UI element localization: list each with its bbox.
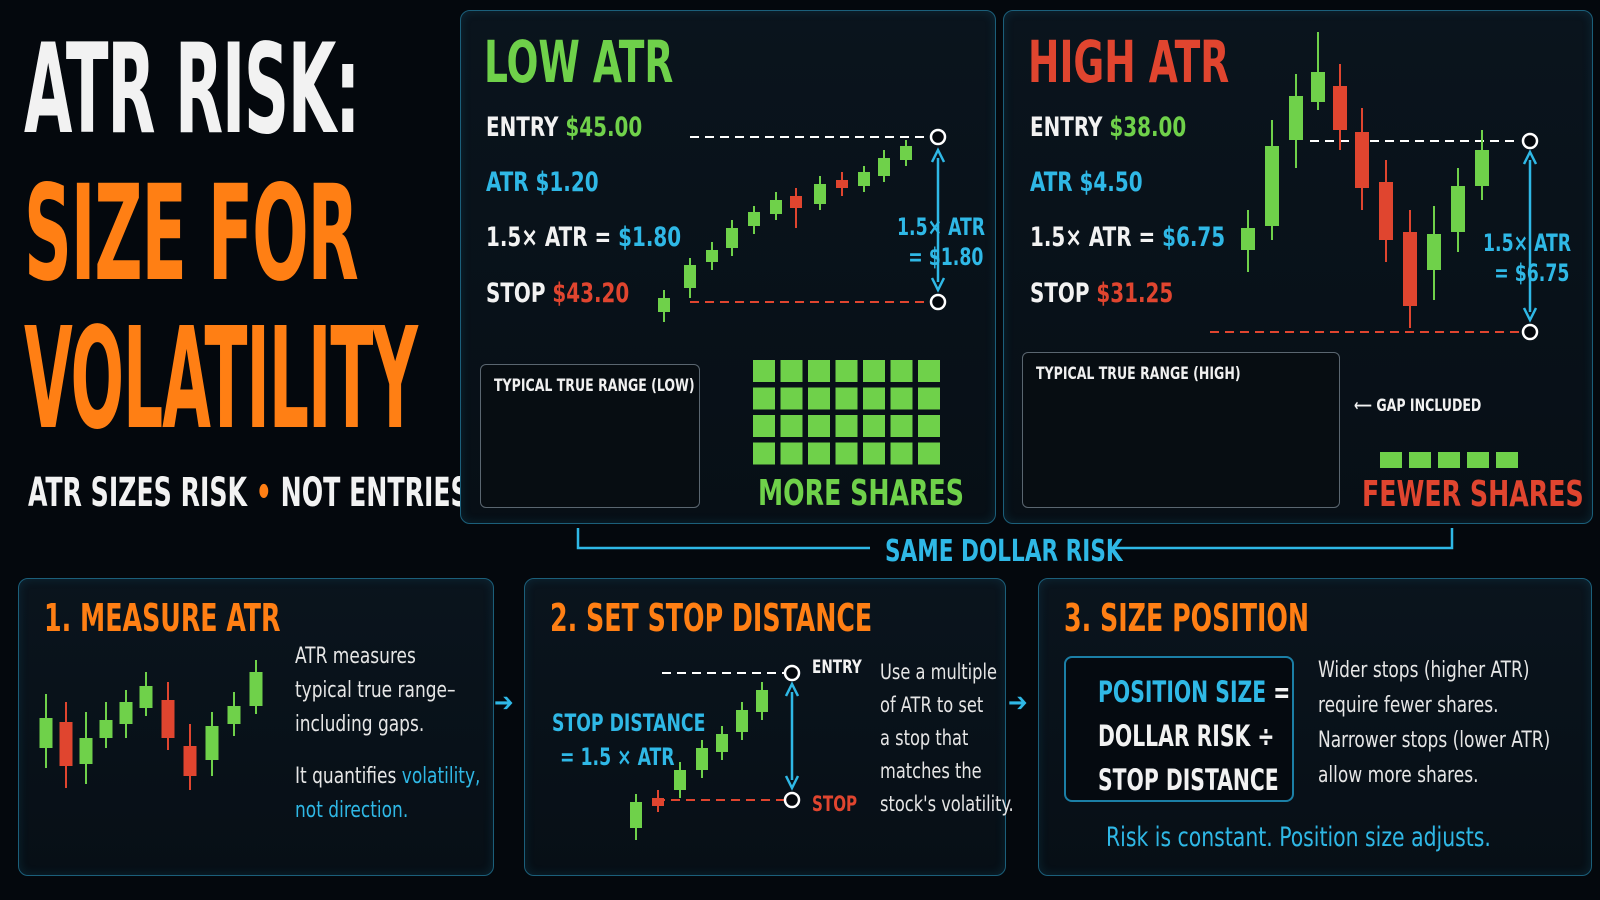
high-stop-value: $31.25 (1096, 278, 1174, 309)
fewer-shares-label: FEWER SHARES (1362, 474, 1584, 515)
title-line3: VOLATILITY (24, 298, 418, 461)
step1-panel (18, 578, 494, 876)
tagline-left: ATR SIZES RISK (28, 470, 248, 516)
high-atr-heading: HIGH ATR (1028, 28, 1230, 96)
gap-included-label: ⟵ GAP INCLUDED (1354, 396, 1482, 416)
low-stop-line: STOP $43.20 (486, 278, 630, 309)
low-stop-value: $43.20 (552, 278, 630, 309)
title-line1: ATR RISK: (24, 18, 360, 162)
high-atr-annotation: 1.5× ATR = $6.75 (1483, 229, 1572, 287)
high-entry-value: $38.00 (1109, 112, 1187, 143)
high-atr-line: ATR $4.50 (1030, 167, 1143, 198)
tagline-dot: • (255, 470, 272, 516)
high-stop-line: STOP $31.25 (1030, 278, 1174, 309)
formula-text: POSITION SIZE = DOLLAR RISK ÷ STOP DISTA… (1098, 675, 1291, 797)
step3-footer: Risk is constant. Position size adjusts. (1106, 822, 1491, 853)
high-range-box (1022, 352, 1340, 508)
step2-panel (524, 578, 1006, 876)
step2-entry-tag: ENTRY (812, 656, 862, 678)
high-mult-value: $6.75 (1162, 222, 1226, 253)
tagline-right: NOT ENTRIES (280, 470, 469, 516)
step2-stop-tag: STOP (812, 792, 858, 816)
gap-arrow-icon: ⟵ (1354, 396, 1377, 416)
low-range-box-title: TYPICAL TRUE RANGE (LOW) (494, 376, 695, 396)
high-atr-value: $4.50 (1079, 167, 1143, 198)
low-entry-label: ENTRY $45.00 (486, 112, 643, 143)
low-entry-value: $45.00 (565, 112, 643, 143)
tagline: ATR SIZES RISK • NOT ENTRIES (28, 470, 469, 516)
same-dollar-risk-label: SAME DOLLAR RISK (885, 534, 1123, 569)
high-range-box-title: TYPICAL TRUE RANGE (HIGH) (1036, 364, 1241, 384)
low-mult-value: $1.80 (618, 222, 682, 253)
step2-to-step3-arrow: ➔ (1008, 688, 1028, 718)
high-entry-label: ENTRY $38.00 (1030, 112, 1187, 143)
volatility-highlight: volatility, (401, 764, 481, 789)
low-atr-annotation: 1.5× ATR = $1.80 (897, 213, 986, 271)
step3-text: Wider stops (higher ATR) require fewer s… (1318, 658, 1551, 788)
step1-heading: 1. MEASURE ATR (44, 596, 281, 640)
step3-heading: 3. SIZE POSITION (1064, 596, 1310, 640)
step1-text: ATR measures typical true range– includi… (295, 640, 480, 828)
step1-to-step2-arrow: ➔ (494, 688, 514, 718)
more-shares-label: MORE SHARES (758, 473, 964, 514)
formula-box (1064, 656, 1294, 802)
low-atr-value: $1.20 (535, 167, 599, 198)
low-atr-line: ATR $1.20 (486, 167, 599, 198)
low-atr-heading: LOW ATR (484, 28, 674, 96)
low-range-box (480, 364, 700, 508)
low-mult-line: 1.5× ATR = $1.80 (486, 222, 682, 253)
not-direction-highlight: not direction. (295, 798, 409, 823)
step2-heading: 2. SET STOP DISTANCE (550, 596, 873, 640)
stop-distance-label: STOP DISTANCE = 1.5 × ATR (552, 709, 706, 771)
step2-text: Use a multiple of ATR to set a stop that… (880, 660, 1014, 816)
high-mult-line: 1.5× ATR = $6.75 (1030, 222, 1226, 253)
title-line2: SIZE FOR (24, 157, 359, 311)
